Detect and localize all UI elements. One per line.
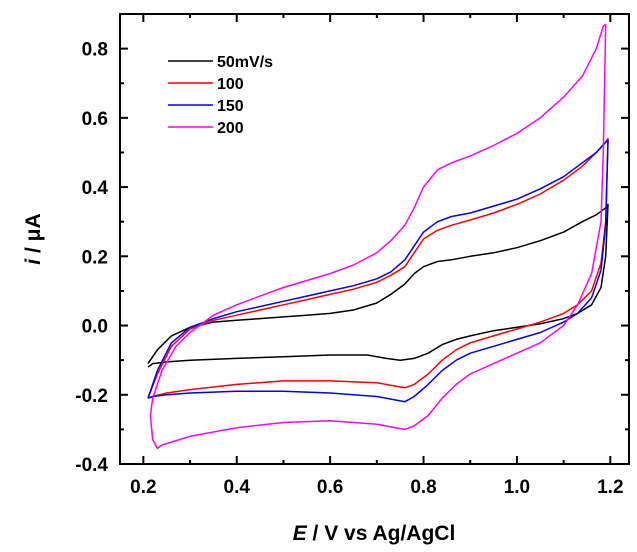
x-tick-label: 0.8	[410, 477, 436, 498]
x-tick-label: 0.6	[317, 477, 343, 498]
x-tick-label: 1.0	[504, 477, 530, 498]
y-tick-label: 0.0	[82, 317, 108, 338]
x-axis-symbol: E	[293, 522, 308, 545]
y-tick-label: -0.2	[75, 386, 108, 407]
legend-label: 100	[217, 76, 244, 93]
x-tick-label: 0.2	[130, 477, 156, 498]
y-tick-label: 0.6	[82, 109, 108, 130]
legend-label: 200	[217, 120, 244, 137]
x-tick-label: 0.4	[224, 477, 251, 498]
y-tick-label: 0.8	[82, 40, 108, 61]
y-axis-label-text: / μA	[22, 213, 45, 259]
y-tick-label: -0.4	[75, 455, 108, 476]
y-axis-title: i / μA	[22, 213, 45, 264]
legend-label: 150	[217, 98, 244, 115]
legend: 50mV/s 100 150 200	[168, 54, 273, 137]
axis-tick-labels: 0.2 0.4 0.6 0.8 1.0 1.2 -0.4 -0.2 0.0 0.2 0.4 0.6 0.…	[75, 40, 623, 498]
x-tick-label: 1.2	[597, 477, 623, 498]
y-tick-label: 0.2	[82, 247, 108, 268]
y-tick-label: 0.4	[82, 178, 109, 199]
x-axis-label-text: / V vs Ag/AgCl	[307, 522, 456, 545]
legend-label: 50mV/s	[217, 54, 273, 71]
x-axis-title: E / V vs Ag/AgCl	[293, 522, 456, 545]
series-line-150	[148, 140, 608, 401]
